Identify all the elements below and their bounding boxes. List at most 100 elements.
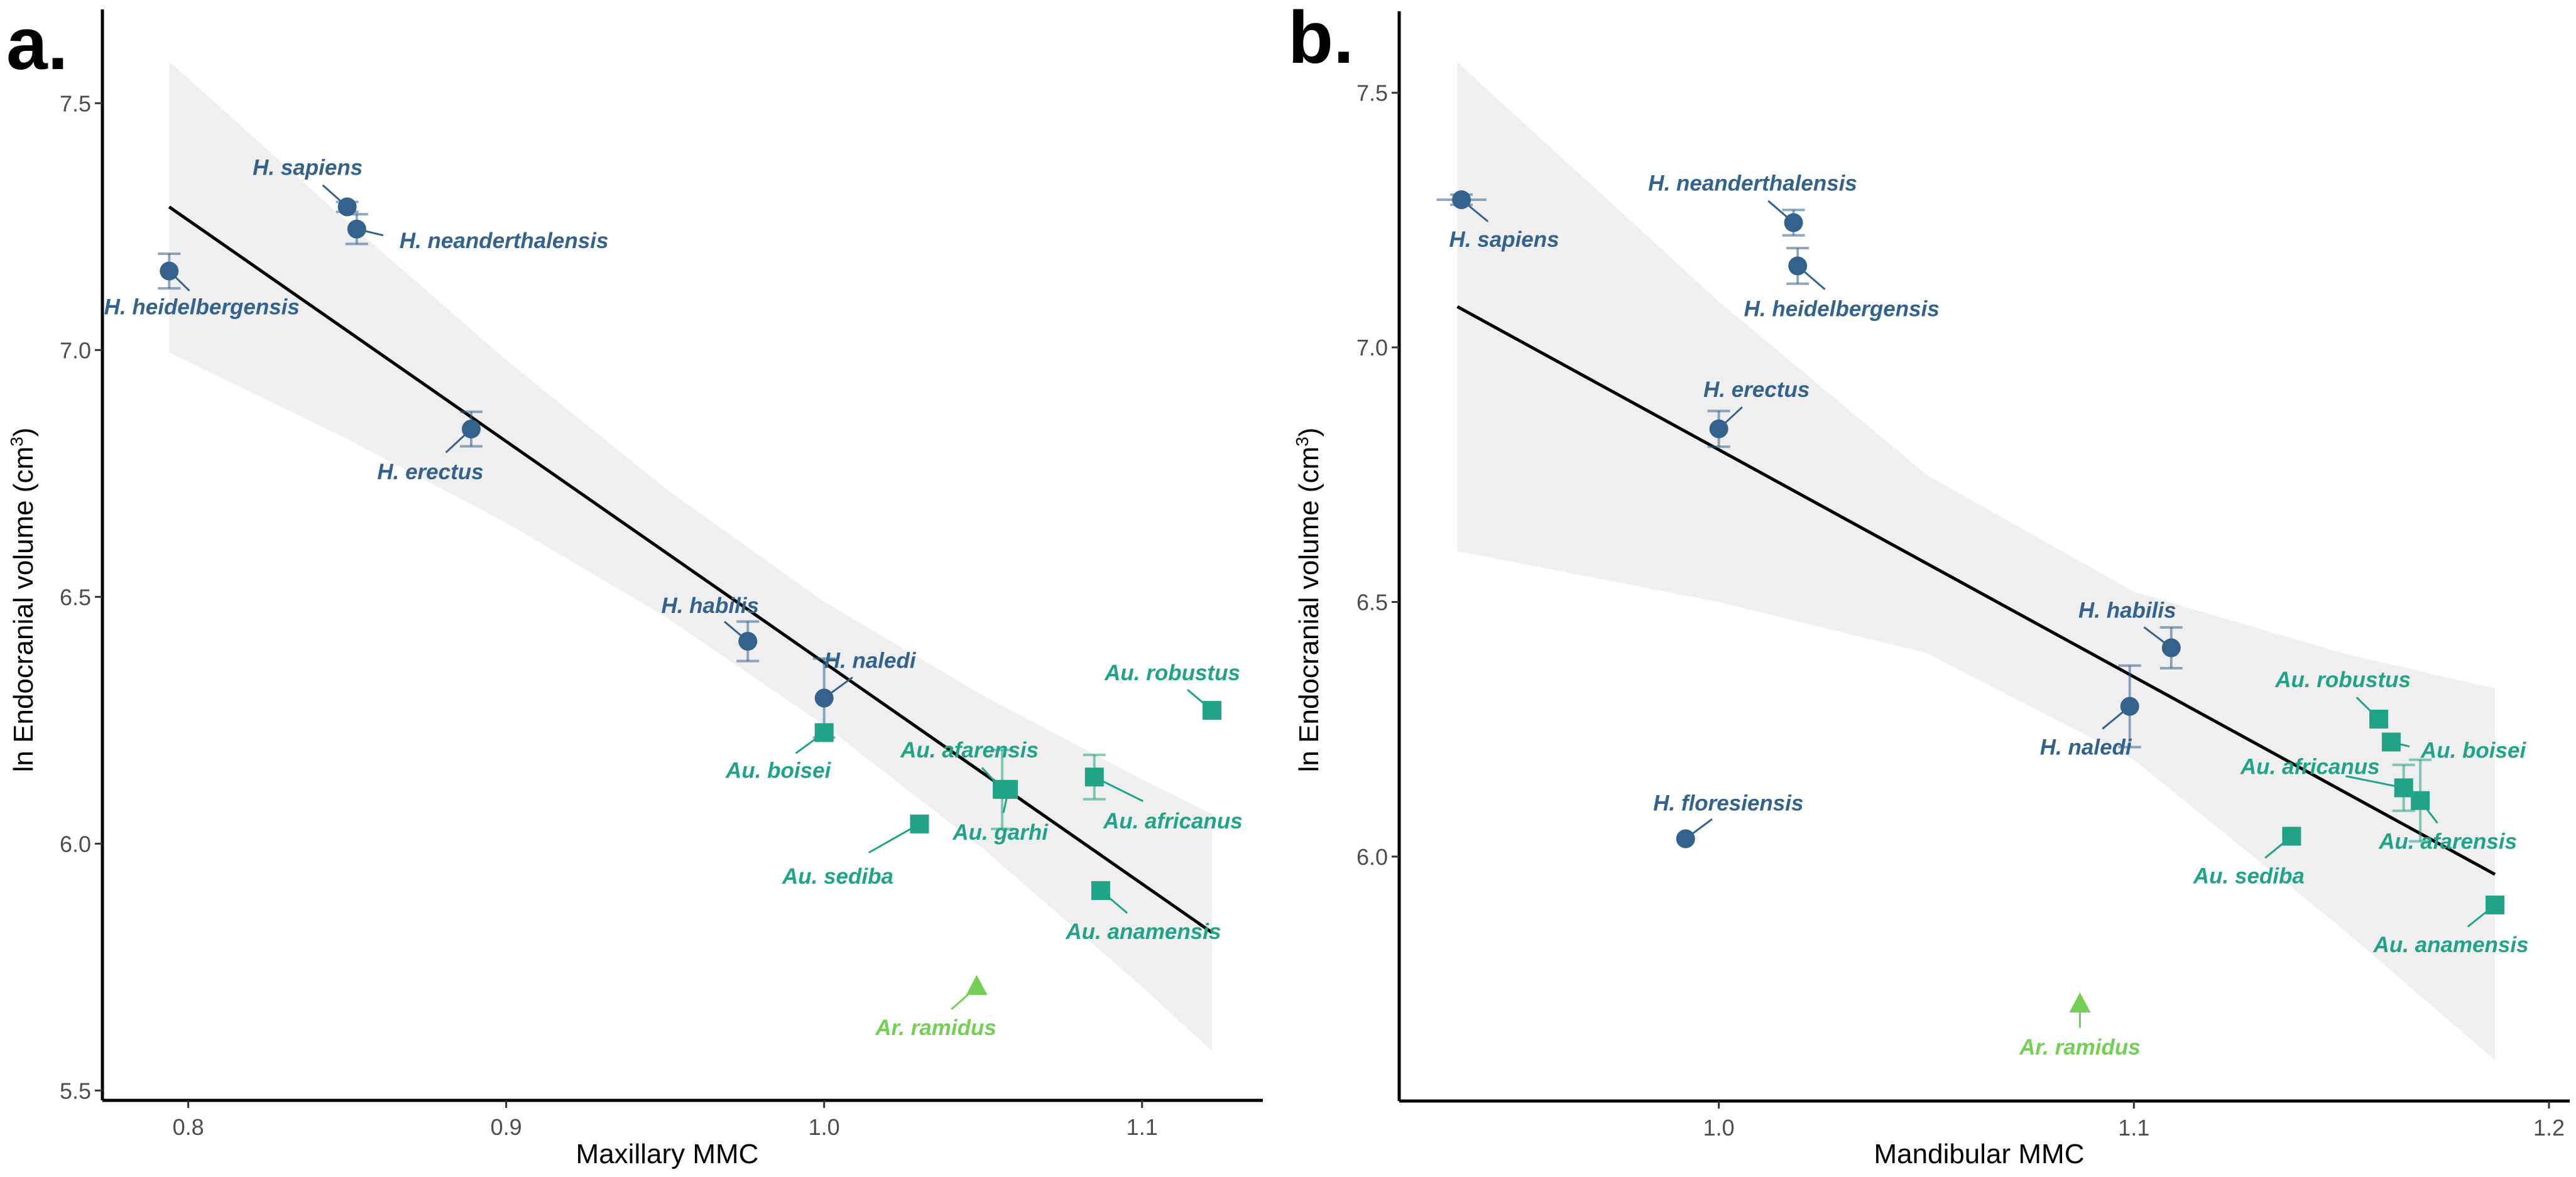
species-label: Au. afarensis — [2378, 830, 2517, 854]
panel-a-maxillary: a. Maxillary MMC ln Endocranial volume (… — [6, 3, 1263, 1169]
x-tick-label: 1.1 — [1127, 1114, 1158, 1140]
data-point-b-12: Au. anamensis — [2373, 895, 2529, 957]
species-label: Au. anamensis — [2373, 933, 2529, 957]
species-label: Au. boisei — [725, 758, 832, 783]
y-title-sup: 3 — [7, 437, 26, 447]
data-point-a-2: H. neanderthalensis — [345, 213, 609, 253]
data-point-b-7: Au. boisei — [2381, 732, 2527, 762]
species-label: Au. robustus — [1104, 661, 1240, 685]
y-title-sup: 3 — [1292, 437, 1312, 447]
homo-circle-marker — [1709, 419, 1728, 438]
data-point-a-9: Au. africanus — [1083, 753, 1243, 833]
species-label: H. sapiens — [253, 155, 363, 180]
australopithecus-square-marker — [1091, 881, 1110, 900]
australopithecus-square-marker — [814, 723, 834, 742]
species-label: H. floresiensis — [1653, 791, 1803, 815]
data-point-b-1: H. neanderthalensis — [1648, 171, 1857, 237]
y-title-close: ) — [8, 428, 39, 437]
species-label: H. habilis — [2078, 598, 2176, 622]
label-leader-line — [2345, 775, 2404, 789]
data-point-b-8: Au. africanus — [2240, 754, 2415, 812]
species-label: Ar. ramidus — [2019, 1035, 2141, 1060]
ardipithecus-triangle-marker — [966, 975, 988, 995]
y-tick-label: 6.0 — [1356, 844, 1388, 870]
y-title-text: ln Endocranial volume (cm — [1294, 447, 1324, 772]
y-tick-label: 7.0 — [60, 337, 91, 363]
homo-circle-marker — [2120, 697, 2139, 716]
x-tick-label: 0.9 — [491, 1114, 522, 1140]
species-label: H. neanderthalensis — [1648, 171, 1857, 195]
regression-line — [168, 205, 1213, 934]
data-point-b-3: H. erectus — [1703, 377, 1809, 448]
x-tick-label: 0.8 — [173, 1114, 204, 1140]
panel-b-label: b. — [1288, 0, 1354, 79]
species-label: Au. anamensis — [1065, 919, 1221, 944]
homo-circle-marker — [814, 688, 834, 708]
homo-circle-marker — [347, 219, 366, 239]
panel-a-y-axis-title: ln Endocranial volume (cm3) — [7, 428, 39, 773]
species-label: H. naledi — [824, 648, 917, 673]
australopithecus-square-marker — [2282, 827, 2301, 846]
species-label: Au. sediba — [2193, 864, 2305, 888]
data-point-a-4: H. habilis — [661, 594, 760, 663]
species-label: H. heidelbergensis — [1744, 296, 1940, 321]
data-point-b-6: Au. robustus — [2274, 668, 2411, 729]
x-tick-label: 1.0 — [1703, 1115, 1735, 1141]
y-tick-label: 7.5 — [1356, 80, 1388, 106]
species-label: Au. africanus — [1103, 809, 1243, 833]
species-label: H. neanderthalensis — [400, 229, 609, 253]
y-title-close: ) — [1294, 428, 1324, 437]
data-point-b-11: H. floresiensis — [1653, 791, 1803, 849]
data-point-b-5: H. naledi — [2040, 664, 2141, 760]
data-point-a-5: H. naledi — [812, 648, 917, 739]
species-label: Au. afarensis — [900, 738, 1039, 762]
ardipithecus-triangle-marker — [2069, 992, 2091, 1012]
species-label: H. sapiens — [1449, 227, 1559, 252]
y-title-text: ln Endocranial volume (cm — [8, 447, 39, 772]
regression-line — [1456, 305, 2496, 876]
y-tick-label: 6.5 — [1356, 589, 1388, 615]
data-point-a-7: Au. afarensis — [900, 738, 1039, 830]
australopithecus-square-marker — [2411, 791, 2430, 810]
australopithecus-square-marker — [1084, 767, 1104, 787]
data-point-b-9: Au. afarensis — [2378, 758, 2517, 854]
australopithecus-square-marker — [910, 814, 929, 833]
homo-circle-marker — [1452, 190, 1471, 209]
homo-circle-marker — [1676, 829, 1695, 849]
data-point-b-10: Au. sediba — [2193, 827, 2305, 888]
species-label: H. habilis — [661, 594, 759, 618]
australopithecus-square-marker — [1203, 701, 1222, 720]
species-label: H. erectus — [377, 460, 483, 484]
data-point-a-6: Au. boisei — [725, 723, 834, 783]
species-label: Au. africanus — [2240, 754, 2380, 779]
panel-b-x-axis-title: Mandibular MMC — [1874, 1139, 2085, 1169]
data-point-a-10: Au. robustus — [1104, 661, 1240, 720]
x-tick-label: 1.1 — [2118, 1115, 2149, 1141]
species-label: H. heidelbergensis — [104, 295, 300, 320]
y-tick-label: 7.0 — [1356, 335, 1388, 361]
panel-a-label: a. — [6, 3, 68, 85]
confidence-ribbon — [1457, 62, 2496, 1061]
species-label: Au. garhi — [952, 820, 1049, 845]
homo-circle-marker — [337, 197, 357, 217]
australopithecus-square-marker — [2381, 732, 2401, 752]
panel-b-y-axis-title: ln Endocranial volume (cm3) — [1292, 428, 1324, 773]
data-point-a-8: Au. garhi — [952, 779, 1049, 845]
data-point-b-2: H. heidelbergensis — [1744, 246, 1940, 321]
data-point-a-12: Au. anamensis — [1065, 881, 1221, 944]
y-tick-label: 7.5 — [60, 90, 91, 116]
australopithecus-square-marker — [999, 779, 1018, 799]
data-point-b-0: H. sapiens — [1436, 190, 1559, 252]
y-tick-label: 6.5 — [60, 584, 91, 610]
species-label: Au. boisei — [2420, 738, 2527, 762]
species-label: H. naledi — [2040, 735, 2132, 760]
australopithecus-square-marker — [2394, 778, 2413, 798]
data-point-a-11: Au. sediba — [782, 814, 929, 889]
homo-circle-marker — [160, 261, 179, 281]
data-point-b-13: Ar. ramidus — [2019, 992, 2141, 1060]
homo-circle-marker — [1788, 256, 1808, 276]
panel-b-mandibular: b. Mandibular MMC ln Endocranial volume … — [1288, 0, 2570, 1169]
species-label: Ar. ramidus — [875, 1016, 996, 1040]
homo-circle-marker — [1784, 213, 1803, 232]
homo-circle-marker — [2161, 638, 2181, 658]
